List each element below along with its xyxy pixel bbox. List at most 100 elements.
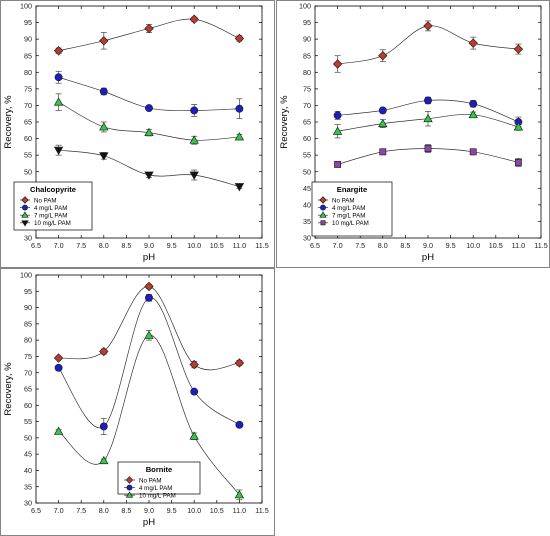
series-no-pam [53,281,245,371]
x-tick-label: 10.5 [489,241,503,250]
y-tick-label: 65 [24,118,32,127]
y-tick-label: 85 [303,51,311,60]
legend-title: Chalcopyrite [30,185,76,194]
series-4-mg-l-pam [54,293,244,435]
y-tick-label: 90 [24,35,32,44]
data-point [53,97,64,106]
data-point [99,152,109,161]
y-tick-label: 45 [303,184,311,193]
x-tick-label: 11.0 [233,241,246,250]
x-tick-label: 7.5 [76,241,86,250]
data-point [378,51,388,61]
legend-marker [21,220,29,227]
data-point [469,148,477,156]
y-tick-label: 40 [24,466,32,475]
data-point [379,148,387,156]
y-tick-label: 65 [303,118,311,127]
x-tick-label: 8.5 [400,241,410,250]
legend-label: 10 mg/L PAM [34,220,71,227]
data-point [189,135,199,144]
y-tick-label: 75 [24,352,32,361]
data-point [54,73,63,82]
data-point [468,38,478,48]
y-tick-label: 95 [24,18,32,27]
legend-marker [21,211,29,218]
x-tick-label: 6.5 [310,241,320,250]
legend-label: 4 mg/L PAM [332,205,365,212]
y-tick-label: 60 [24,134,32,143]
data-point [145,104,153,113]
series-no-pam [53,14,245,56]
y-tick-label: 50 [24,433,32,442]
x-tick-label: 11.5 [534,241,547,250]
x-tick-label: 8.0 [99,241,109,250]
series-4-mg-l-pam [333,96,523,128]
legend-label: 7 mg/L PAM [332,213,365,220]
legend-marker [319,196,327,204]
legend-label: 10 mg/L PAM [139,493,176,500]
x-tick-label: 7.0 [54,241,64,250]
x-tick-label: 9.0 [144,241,154,250]
data-point [423,113,433,123]
x-tick-label: 10.5 [210,241,224,250]
y-tick-label: 100 [20,271,32,280]
legend-label: 10 mg/L PAM [332,220,369,227]
x-tick-label: 9.5 [167,241,177,250]
data-point [53,353,64,363]
series-7-mg-l-pam [332,109,524,139]
x-tick-label: 11.5 [255,241,268,250]
x-axis: 6.5 7.0 7.5 8.0 8.5 9.0 9.5 10.0 10.5 11.0 11.5 [31,275,269,515]
x-tick-label: 7.5 [76,506,86,515]
data-point [99,122,109,131]
legend-title: Bornite [146,465,173,474]
data-point [144,23,154,34]
data-point [514,158,522,166]
y-tick-label: 70 [24,368,32,377]
data-point [234,490,245,499]
data-point [234,183,245,192]
y-tick-label: 75 [303,84,311,93]
y-tick-label: 85 [24,51,32,60]
legend-marker [125,476,134,484]
x-tick-label: 8.5 [121,506,131,515]
y-tick-label: 75 [24,84,32,93]
x-tick-label: 8.0 [99,506,109,515]
data-point [189,431,199,440]
data-point [423,21,433,31]
y-tick-label: 85 [24,319,32,328]
data-point [144,330,154,339]
x-axis-title: pH [422,252,434,263]
data-point [189,171,199,180]
legend-title: Enargite [337,185,367,194]
y-tick-label: 60 [303,134,311,143]
data-point [189,14,199,24]
series-line [58,149,240,187]
series-10-mg-l-pam [334,144,522,168]
x-tick-label: 8.0 [378,241,388,250]
x-axis-title: pH [143,252,155,263]
y-tick-label: 40 [303,200,311,209]
data-point [145,293,153,302]
x-tick-label: 10.5 [210,506,224,515]
data-point [424,145,432,152]
data-point [144,171,154,180]
x-tick-label: 11.0 [233,506,246,515]
x-axis: 6.5 7.0 7.5 8.0 8.5 9.0 9.5 10.0 10.5 11.0 11.5 [310,6,548,250]
data-point [144,127,154,137]
legend-marker [320,204,326,211]
y-tick-label: 90 [24,303,32,312]
y-tick-label: 80 [303,68,311,77]
data-point [54,363,63,372]
series-10-mg-l-pam [53,144,245,192]
data-point [234,33,245,44]
y-tick-label: 70 [303,101,311,110]
data-point [513,122,524,131]
x-tick-label: 9.0 [423,241,433,250]
y-axis-title: Recovery, % [3,362,14,416]
y-axis-title: Recovery, % [279,95,290,149]
series-7-mg-l-pam [53,93,245,145]
x-tick-label: 11.5 [255,506,268,515]
